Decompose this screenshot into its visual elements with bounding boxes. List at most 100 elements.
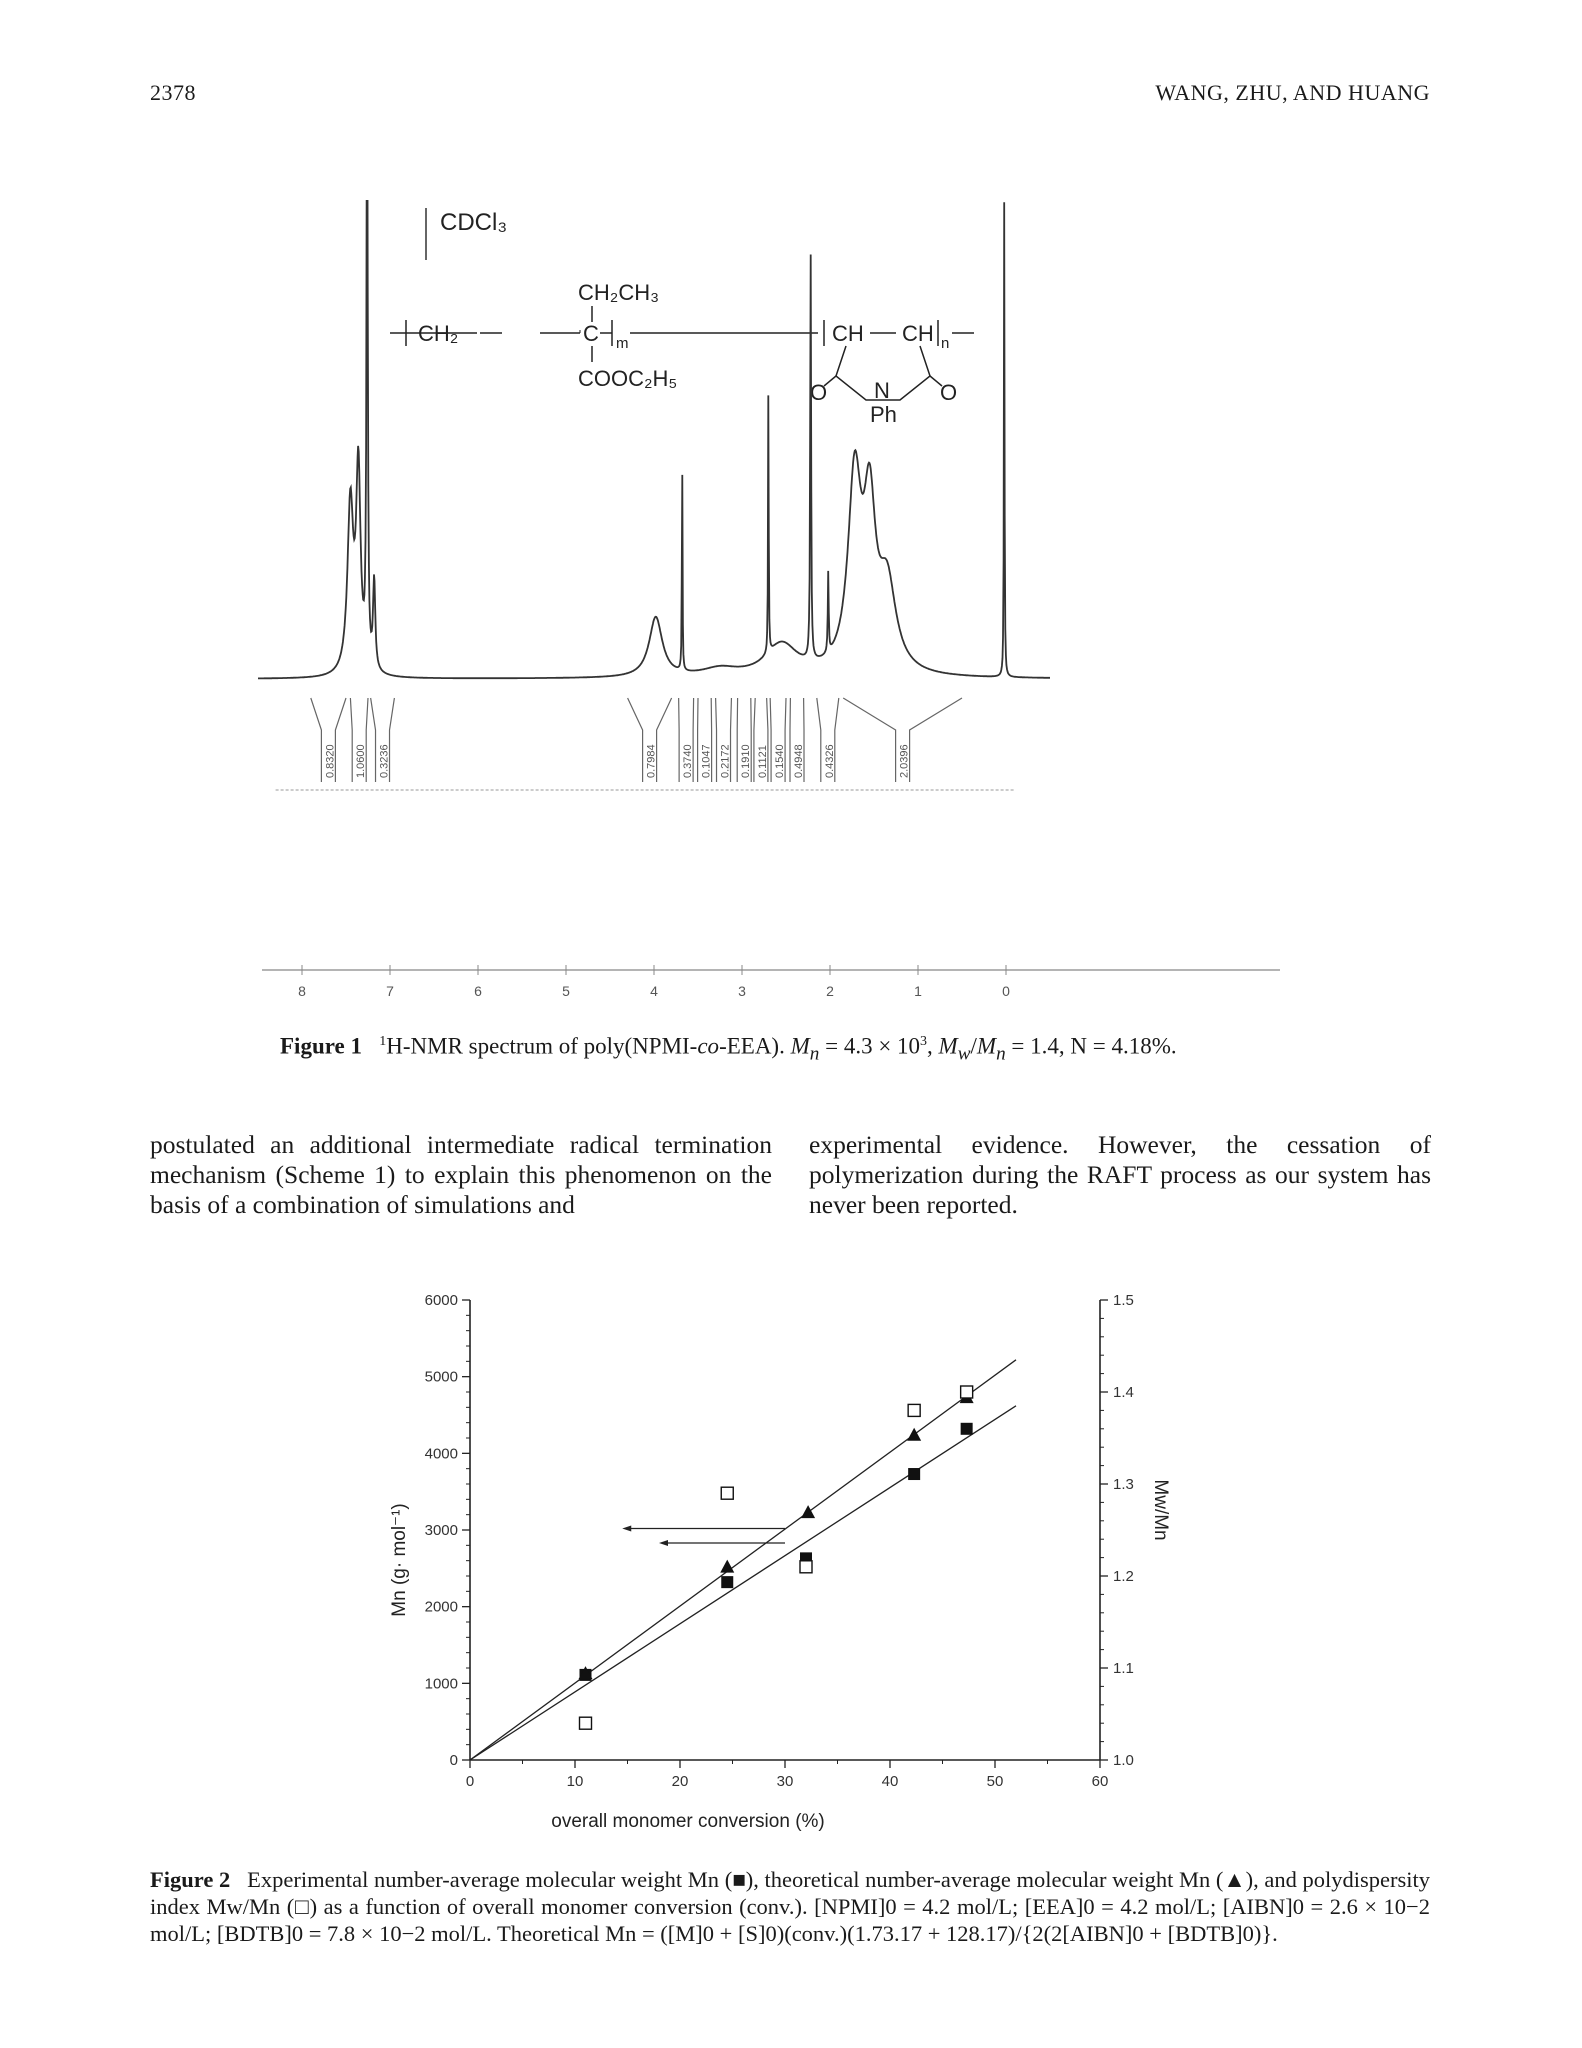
structure-sub-m: m <box>616 335 629 352</box>
fit-line <box>469 1405 1017 1761</box>
structure-sub-n: n <box>941 335 949 352</box>
integral-value: 0.4948 <box>793 744 805 778</box>
figure-2-caption: Figure 2 Experimental number-average mol… <box>150 1866 1430 1947</box>
integral-bracket: 0.1910 <box>736 697 752 782</box>
point-theoretical-mn <box>578 1666 593 1680</box>
nmr-x-axis-ticks: 8 7 6 5 4 3 2 1 0 <box>298 965 1010 999</box>
structure-oxygen-left: O <box>810 380 827 405</box>
arrow-head <box>659 1540 668 1547</box>
point-theoretical-mn <box>801 1505 816 1519</box>
y2-tick-label: 1.4 <box>1113 1384 1134 1401</box>
integral-region: 0.8320 1.0600 0.3236 0.7984 0.3740 0.1047 0.21… <box>275 697 1015 791</box>
nmr-tick-label: 2 <box>826 983 834 999</box>
point-experimental-mn <box>960 1422 973 1435</box>
y-tick-label: 0 <box>450 1752 458 1769</box>
nmr-tick-label: 4 <box>650 983 658 999</box>
integral-bracket: 0.3740 <box>678 697 695 782</box>
integral-bracket: 0.8320 <box>310 697 347 782</box>
integral-value: 0.2172 <box>720 744 732 778</box>
integral-value: 0.7984 <box>646 744 658 778</box>
solvent-label: CDCl₃ <box>440 209 507 236</box>
integral-value: 0.1121 <box>757 745 769 778</box>
chart-y-axis-title: Mn (g· mol⁻¹) <box>389 1503 410 1616</box>
y-tick-label: 2000 <box>425 1599 458 1616</box>
figure-1-caption: Figure 1 1H-NMR spectrum of poly(NPMI-co… <box>280 1033 1177 1065</box>
integral-bracket: 0.3236 <box>370 697 395 782</box>
integral-value: 0.4326 <box>824 744 836 778</box>
x-tick-label: 0 <box>466 1773 474 1790</box>
fit-line <box>469 1359 1017 1761</box>
y2-tick-label: 1.0 <box>1113 1752 1134 1769</box>
integral-bracket: 0.1047 <box>697 697 713 782</box>
point-pdi <box>959 1385 974 1399</box>
y2-tick-label: 1.1 <box>1113 1660 1134 1677</box>
chart-axis-arrows <box>622 1525 785 1547</box>
integral-value: 1.0600 <box>355 744 367 778</box>
arrow-head <box>622 1525 632 1532</box>
x-tick-label: 60 <box>1092 1773 1109 1790</box>
y2-tick-label: 1.5 <box>1113 1292 1134 1309</box>
nmr-spectrum-trace <box>258 200 1050 680</box>
integral-value: 0.3236 <box>379 744 391 778</box>
structure-phenyl: Ph <box>870 402 897 427</box>
integral-bracket: 0.7984 <box>627 697 673 782</box>
body-text-left-column: postulated an additional intermediate ra… <box>150 1130 772 1219</box>
integral-value: 0.1540 <box>774 744 786 778</box>
structure-quaternary-c: C <box>583 321 599 346</box>
integral-value: 2.0396 <box>899 744 911 778</box>
chart-fit-lines <box>469 1359 1017 1761</box>
y-tick-label: 6000 <box>425 1292 458 1309</box>
integral-value: 0.3740 <box>682 744 694 778</box>
nmr-tick-label: 3 <box>738 983 746 999</box>
y-tick-label: 1000 <box>425 1675 458 1692</box>
nmr-tick-label: 8 <box>298 983 306 999</box>
structure-nitrogen: N <box>874 378 890 403</box>
integral-bracket: 0.2172 <box>715 697 733 782</box>
structure-ring-ch-2: CH <box>902 321 934 346</box>
chart-y2-axis-title: Mw/Mn <box>1150 1479 1171 1540</box>
chemical-structure: CH₂CH₃ CH₂ C m COOC₂H₅ CH CH n O O N Ph <box>390 280 974 427</box>
figure-1-label: Figure 1 <box>280 1033 362 1059</box>
chart-data-points <box>578 1385 974 1730</box>
integral-value: 0.8320 <box>324 744 336 778</box>
nmr-tick-label: 7 <box>386 983 394 999</box>
chart-axes: 0 10 20 30 40 50 60 0 1000 2000 3000 4000 5000 6000 1.… <box>425 1292 1134 1790</box>
structure-top: CH₂CH₃ <box>578 280 659 305</box>
figure-2-label: Figure 2 <box>150 1867 231 1892</box>
structure-oxygen-right: O <box>940 380 957 405</box>
point-pdi <box>907 1403 921 1418</box>
y-tick-label: 5000 <box>425 1369 458 1386</box>
nmr-tick-label: 1 <box>914 983 922 999</box>
point-experimental-mn <box>908 1468 921 1481</box>
integral-bracket: 0.1121 <box>753 697 769 782</box>
x-tick-label: 50 <box>987 1773 1004 1790</box>
x-tick-label: 10 <box>567 1773 584 1790</box>
point-pdi <box>799 1560 813 1574</box>
integral-bracket: 0.1540 <box>769 697 787 782</box>
nmr-tick-label: 6 <box>474 983 482 999</box>
structure-ring-ch-1: CH <box>832 321 864 346</box>
structure-ch2: CH₂ <box>418 321 458 346</box>
point-experimental-mn <box>721 1576 734 1589</box>
integral-value: 0.1047 <box>701 744 713 778</box>
integral-bracket: 1.0600 <box>349 697 369 782</box>
y2-tick-label: 1.3 <box>1113 1476 1134 1493</box>
x-tick-label: 40 <box>882 1773 899 1790</box>
integral-bracket: 0.4948 <box>789 697 805 782</box>
running-head-authors: WANG, ZHU, AND HUANG <box>1155 80 1430 105</box>
figure-1-nmr-spectrum: CDCl₃ CH₂CH₃ CH₂ C m COOC₂H₅ CH CH n O O… <box>258 200 1280 999</box>
integral-value: 0.1910 <box>740 744 752 778</box>
chart-x-axis-title: overall monomer conversion (%) <box>551 1811 825 1832</box>
nmr-tick-label: 5 <box>562 983 570 999</box>
x-tick-label: 20 <box>672 1773 689 1790</box>
nmr-tick-label: 0 <box>1002 983 1010 999</box>
point-theoretical-mn <box>907 1427 922 1441</box>
integral-bracket: 2.0396 <box>842 697 963 782</box>
y-tick-label: 4000 <box>425 1445 458 1462</box>
point-pdi <box>720 1486 734 1500</box>
figure-2-chart: 0 10 20 30 40 50 60 0 1000 2000 3000 4000 5000 6000 1.… <box>389 1292 1171 1832</box>
point-theoretical-mn <box>720 1559 735 1573</box>
structure-ester: COOC₂H₅ <box>578 366 677 391</box>
body-text-right-column: experimental evidence. However, the cess… <box>809 1130 1431 1219</box>
y2-tick-label: 1.2 <box>1113 1568 1134 1585</box>
